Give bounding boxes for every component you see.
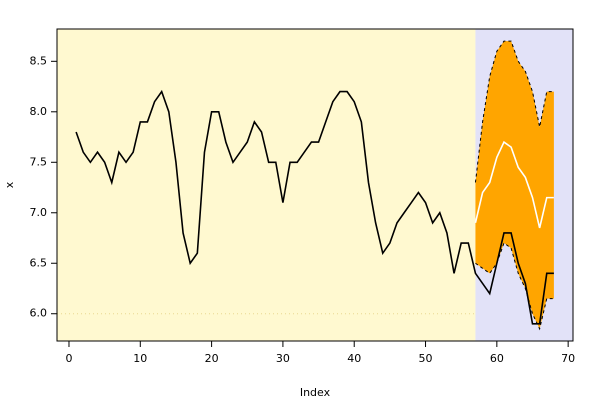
x-tick-label: 20 [205, 352, 219, 365]
y-tick-label: 7.5 [30, 155, 48, 168]
confidence-band [475, 41, 554, 329]
x-tick-label: 10 [133, 352, 147, 365]
x-tick-label: 0 [65, 352, 72, 365]
x-tick-label: 50 [419, 352, 433, 365]
y-axis-label: x [3, 181, 16, 188]
y-tick-label: 8.0 [30, 105, 48, 118]
series-line [474, 140, 554, 229]
y-tick-label: 8.5 [30, 54, 48, 67]
history-region [57, 29, 476, 341]
y-tick-label: 6.0 [30, 307, 48, 320]
upper-bound [474, 40, 554, 183]
plot-frame [56, 28, 574, 342]
x-tick-label: 40 [347, 352, 361, 365]
y-tick-label: 6.5 [30, 256, 48, 269]
x-tick-label: 70 [561, 352, 575, 365]
lower-bound [475, 242, 554, 331]
series-line [75, 89, 554, 325]
x-tick-label: 60 [490, 352, 504, 365]
x-tick-label: 30 [276, 352, 290, 365]
y-tick-label: 7.0 [30, 206, 48, 219]
x-axis-label: Index [300, 386, 331, 399]
